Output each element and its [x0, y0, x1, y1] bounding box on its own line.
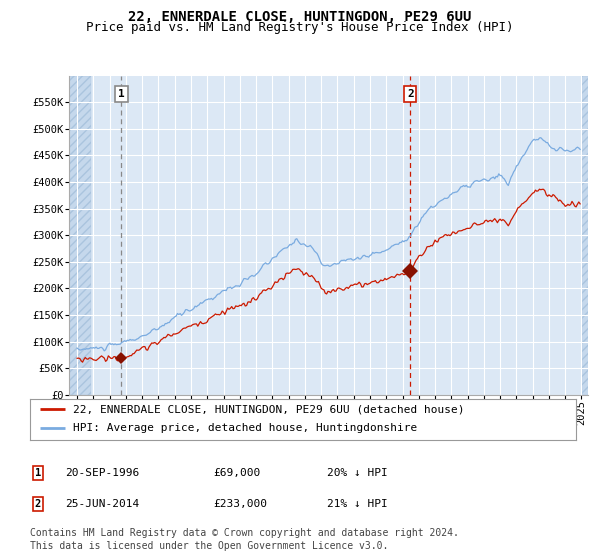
- Text: 22, ENNERDALE CLOSE, HUNTINGDON, PE29 6UU: 22, ENNERDALE CLOSE, HUNTINGDON, PE29 6U…: [128, 10, 472, 24]
- Text: 20% ↓ HPI: 20% ↓ HPI: [327, 468, 388, 478]
- Text: Price paid vs. HM Land Registry's House Price Index (HPI): Price paid vs. HM Land Registry's House …: [86, 21, 514, 34]
- Bar: [583, 76, 590, 395]
- Text: 1: 1: [118, 89, 125, 99]
- Text: 22, ENNERDALE CLOSE, HUNTINGDON, PE29 6UU (detached house): 22, ENNERDALE CLOSE, HUNTINGDON, PE29 6U…: [73, 404, 464, 414]
- Text: Contains HM Land Registry data © Crown copyright and database right 2024.
This d: Contains HM Land Registry data © Crown c…: [30, 528, 459, 550]
- Text: 21% ↓ HPI: 21% ↓ HPI: [327, 499, 388, 509]
- Text: 2: 2: [407, 89, 414, 99]
- Text: HPI: Average price, detached house, Huntingdonshire: HPI: Average price, detached house, Hunt…: [73, 423, 417, 433]
- Text: £233,000: £233,000: [213, 499, 267, 509]
- Text: 2: 2: [35, 499, 41, 509]
- Bar: [69, 76, 91, 395]
- Text: £69,000: £69,000: [213, 468, 260, 478]
- Text: 1: 1: [35, 468, 41, 478]
- Text: 25-JUN-2014: 25-JUN-2014: [65, 499, 139, 509]
- Text: 20-SEP-1996: 20-SEP-1996: [65, 468, 139, 478]
